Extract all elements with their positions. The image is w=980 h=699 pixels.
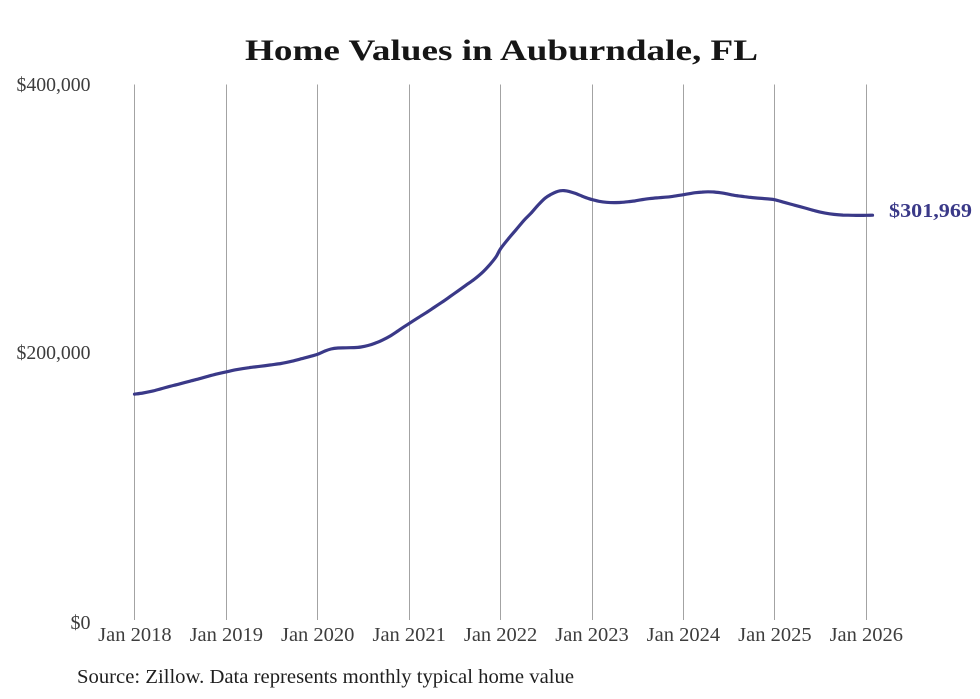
svg-text:$400,000: $400,000: [17, 74, 91, 96]
svg-text:$0: $0: [71, 612, 91, 634]
svg-text:Home Values in Auburndale, FL: Home Values in Auburndale, FL: [245, 34, 758, 67]
svg-text:Jan 2026: Jan 2026: [830, 624, 903, 646]
svg-text:Jan 2021: Jan 2021: [372, 624, 445, 646]
svg-text:Jan 2018: Jan 2018: [98, 624, 171, 646]
svg-text:Jan 2023: Jan 2023: [555, 624, 628, 646]
svg-text:$301,969: $301,969: [889, 200, 972, 222]
svg-text:Jan 2022: Jan 2022: [464, 624, 537, 646]
svg-text:$200,000: $200,000: [17, 342, 91, 364]
svg-text:Jan 2019: Jan 2019: [190, 624, 263, 646]
svg-text:Jan 2024: Jan 2024: [647, 624, 720, 646]
svg-text:Jan 2025: Jan 2025: [738, 624, 811, 646]
svg-text:Source: Zillow. Data represent: Source: Zillow. Data represents monthly …: [77, 666, 574, 688]
svg-text:Jan 2020: Jan 2020: [281, 624, 354, 646]
